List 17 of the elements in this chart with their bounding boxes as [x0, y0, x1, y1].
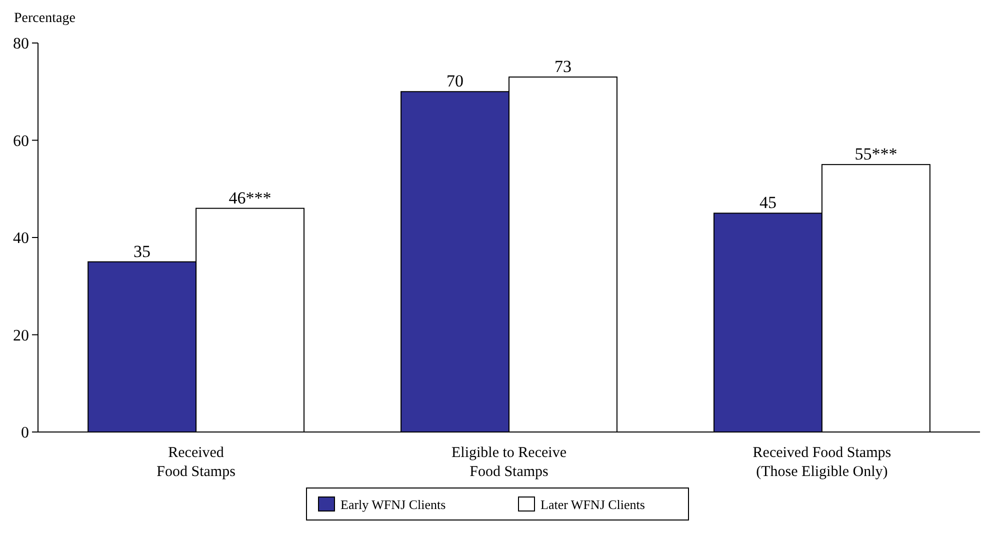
y-axis-title: Percentage: [14, 11, 76, 26]
x-tick-label: Received Food Stamps: [156, 445, 236, 480]
legend-label: Later WFNJ Clients: [540, 497, 645, 512]
data-label: 70: [446, 72, 464, 91]
y-tick-label: 20: [13, 327, 29, 344]
data-label: 46***: [228, 188, 272, 208]
data-label: 55***: [854, 144, 898, 164]
y-tick-label: 60: [13, 132, 29, 150]
x-tick-label: Received Food Stamps (Those Eligible Only): [752, 445, 892, 480]
y-tick-label: 0: [21, 424, 29, 442]
y-tick-label: 40: [13, 230, 29, 248]
data-label: 73: [554, 57, 572, 76]
legend-label: Early WFNJ Clients: [340, 497, 446, 512]
x-tick-label: Eligible to Receive Food Stamps: [452, 445, 567, 480]
data-label: 35: [134, 242, 151, 261]
data-label: 45: [759, 193, 776, 212]
y-tick-label: 80: [13, 36, 29, 53]
